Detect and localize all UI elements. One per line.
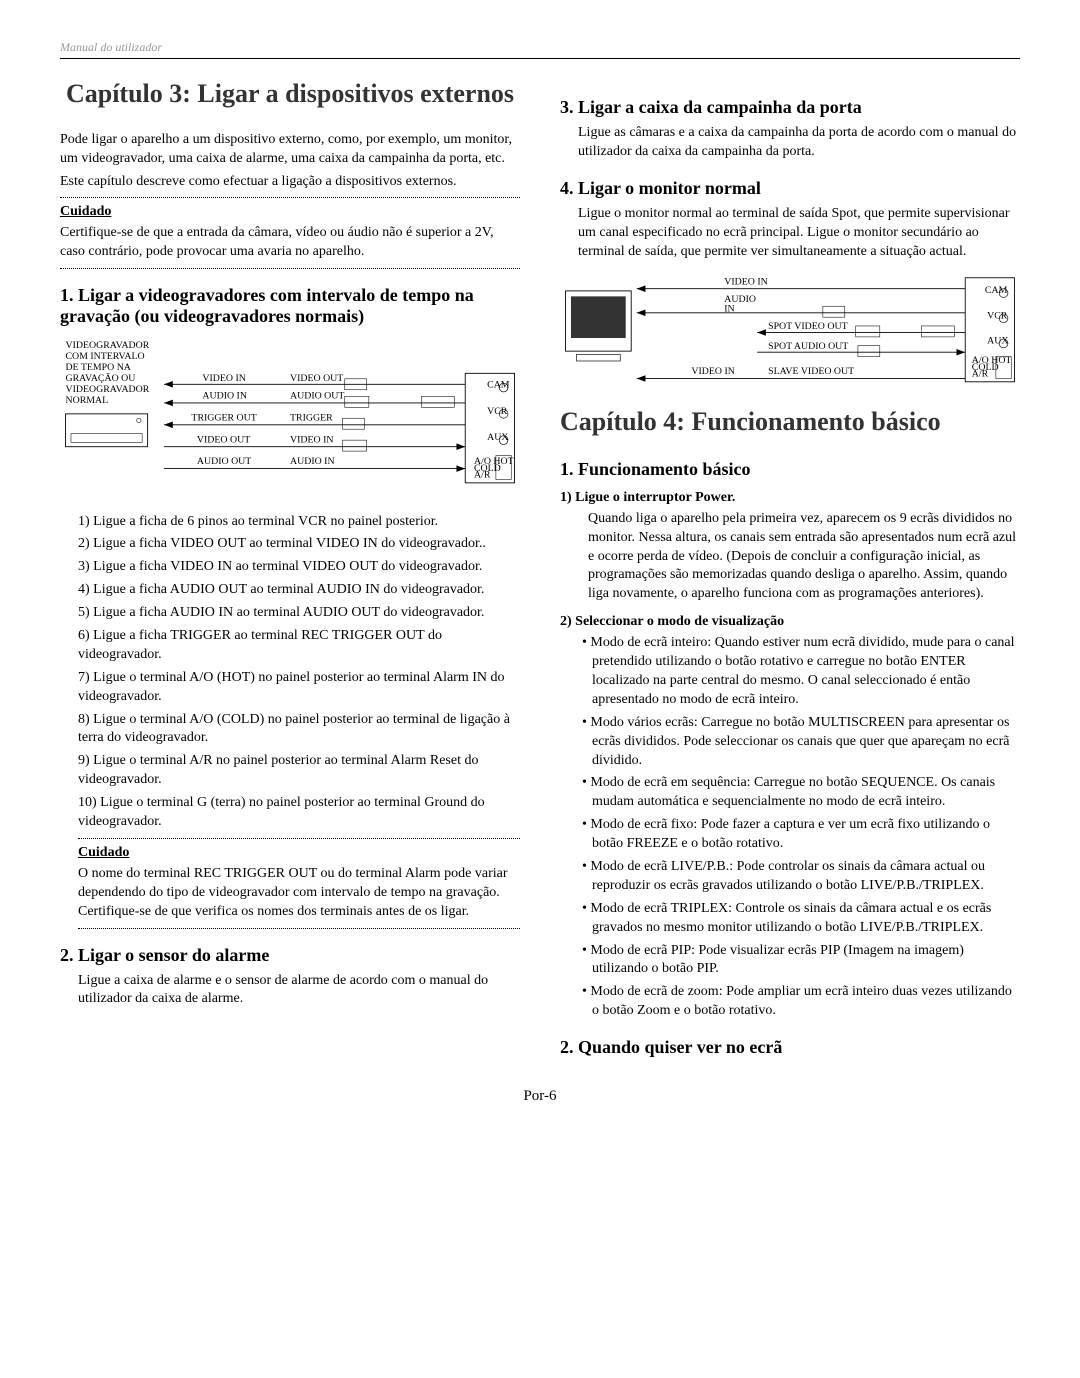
audio-in-label: AUDIOIN: [724, 294, 756, 315]
power-sub-label: 1) Ligue o interruptor Power.: [560, 490, 1020, 506]
bullet-text: Modo de ecrã fixo: Pode fazer a captura …: [590, 817, 990, 851]
list-item: 1) Ligue a ficha de 6 pinos ao terminal …: [78, 513, 520, 532]
caution-text-1: Certifique-se de que a entrada da câmara…: [60, 224, 520, 262]
step-text: Ligue a ficha VIDEO OUT ao terminal VIDE…: [93, 536, 486, 551]
header-rule: Manual do utilizador: [60, 40, 1020, 59]
right-column: 3. Ligar a caixa da campainha da porta L…: [560, 67, 1020, 1064]
right-section-1-title: 1. Funcionamento básico: [560, 459, 1020, 480]
page-number: Por-6: [60, 1088, 1020, 1105]
bullet-text: Modo de ecrã inteiro: Quando estiver num…: [590, 635, 1014, 707]
video-in2-label: VIDEO IN: [290, 435, 333, 446]
bullet-text: Modo de ecrã de zoom: Pode ampliar um ec…: [590, 984, 1011, 1018]
section-4-title: 4. Ligar o monitor normal: [560, 178, 1020, 199]
video-in-label: VIDEO IN: [202, 373, 245, 384]
right-section-2-title: 2. Quando quiser ver no ecrã: [560, 1037, 1020, 1058]
intro-paragraph-2: Este capítulo descreve como efectuar a l…: [60, 173, 520, 192]
dotted-rule: [60, 197, 520, 198]
content-columns: Capítulo 3: Ligar a dispositivos externo…: [60, 67, 1020, 1064]
diagram-svg: VIDEOGRAVADORCOM INTERVALODE TEMPO NAGRA…: [60, 335, 520, 499]
viewmode-bullets: • Modo de ecrã inteiro: Quando estiver n…: [582, 634, 1020, 1021]
list-item: 9) Ligue o terminal A/R no painel poster…: [78, 752, 520, 790]
step-text: Ligue o terminal G (terra) no painel pos…: [78, 795, 485, 829]
trigger-out-label: TRIGGER OUT: [191, 413, 256, 424]
bullet-text: Modo de ecrã TRIPLEX: Controle os sinais…: [590, 901, 991, 935]
video-in-top-label: VIDEO IN: [724, 277, 767, 288]
bullet-item: • Modo de ecrã LIVE/P.B.: Pode controlar…: [582, 858, 1020, 896]
viewmode-sub-label: 2) Seleccionar o modo de visualização: [560, 614, 1020, 630]
section-1-title: 1. Ligar a videogravadores com intervalo…: [60, 285, 520, 327]
left-column: Capítulo 3: Ligar a dispositivos externo…: [60, 67, 520, 1064]
bullet-item: • Modo vários ecrãs: Carregue no botão M…: [582, 714, 1020, 771]
bullet-item: • Modo de ecrã inteiro: Quando estiver n…: [582, 634, 1020, 710]
spot-audio-out-label: SPOT AUDIO OUT: [768, 341, 848, 352]
step-text: Ligue o terminal A/O (HOT) no painel pos…: [78, 670, 505, 704]
list-item: 2) Ligue a ficha VIDEO OUT ao terminal V…: [78, 535, 520, 554]
intro-paragraph-1: Pode ligar o aparelho a um dispositivo e…: [60, 131, 520, 169]
diagram-svg-2: CAM VCR AUX A/O HOT COLD A/R VIDEO IN AU…: [560, 269, 1020, 389]
bullet-text: Modo de ecrã LIVE/P.B.: Pode controlar o…: [590, 859, 985, 893]
svg-text:AUX: AUX: [987, 336, 1008, 347]
caution-text-2: O nome do terminal REC TRIGGER OUT ou do…: [78, 865, 520, 922]
svg-text:A/R: A/R: [972, 369, 989, 380]
vcr-device-label: VIDEOGRAVADORCOM INTERVALODE TEMPO NAGRA…: [65, 340, 149, 406]
svg-text:AUX: AUX: [487, 432, 508, 443]
audio-out-label: AUDIO OUT: [290, 391, 344, 402]
caution-label-2: Cuidado: [78, 845, 129, 860]
list-item: 3) Ligue a ficha VIDEO IN ao terminal VI…: [78, 558, 520, 577]
list-item: 7) Ligue o terminal A/O (HOT) no painel …: [78, 669, 520, 707]
audio-in-label: AUDIO IN: [202, 391, 247, 402]
section-2-title: 2. Ligar o sensor do alarme: [60, 945, 520, 966]
connection-rows: VIDEO IN VIDEO OUT AUDIO IN AUDIO OUT TR…: [164, 373, 465, 472]
caution-label-1: Cuidado: [60, 204, 111, 219]
vcr-connection-diagram: VIDEOGRAVADORCOM INTERVALODE TEMPO NAGRA…: [60, 335, 520, 504]
svg-text:CAM: CAM: [487, 380, 510, 391]
dotted-rule: [78, 928, 520, 929]
bullet-item: • Modo de ecrã em sequência: Carregue no…: [582, 774, 1020, 812]
bullet-text: Modo de ecrã PIP: Pode visualizar ecrãs …: [590, 943, 963, 977]
step-text: Ligue a ficha AUDIO OUT ao terminal AUDI…: [93, 582, 484, 597]
header-label: Manual do utilizador: [60, 40, 162, 54]
list-item: 10) Ligue o terminal G (terra) no painel…: [78, 794, 520, 832]
video-in-bottom-label: VIDEO IN: [691, 367, 734, 378]
svg-text:A/R: A/R: [474, 470, 491, 481]
section-3-title: 3. Ligar a caixa da campainha da porta: [560, 97, 1020, 118]
bullet-text: Modo de ecrã em sequência: Carregue no b…: [590, 775, 995, 809]
audio-in2-label: AUDIO IN: [290, 456, 335, 467]
svg-text:VCR: VCR: [987, 311, 1008, 322]
list-item: 4) Ligue a ficha AUDIO OUT ao terminal A…: [78, 581, 520, 600]
bullet-item: • Modo de ecrã TRIPLEX: Controle os sina…: [582, 900, 1020, 938]
power-sub-text: Quando liga o aparelho pela primeira vez…: [588, 510, 1020, 604]
svg-text:CAM: CAM: [985, 286, 1008, 297]
list-item: 8) Ligue o terminal A/O (COLD) no painel…: [78, 711, 520, 749]
chapter-4-title: Capítulo 4: Funcionamento básico: [560, 405, 1020, 439]
list-item: 6) Ligue a ficha TRIGGER ao terminal REC…: [78, 627, 520, 665]
dotted-rule: [60, 268, 520, 269]
step-text: Ligue a ficha VIDEO IN ao terminal VIDEO…: [93, 559, 482, 574]
step-text: Ligue o terminal A/R no painel posterior…: [78, 753, 478, 787]
video-out2-label: VIDEO OUT: [197, 435, 250, 446]
dotted-rule: [78, 838, 520, 839]
trigger-label: TRIGGER: [290, 413, 333, 424]
bullet-item: • Modo de ecrã fixo: Pode fazer a captur…: [582, 816, 1020, 854]
svg-text:VCR: VCR: [487, 406, 508, 417]
video-out-label: VIDEO OUT: [290, 373, 343, 384]
step-text: Ligue a ficha de 6 pinos ao terminal VCR…: [93, 514, 438, 529]
section-2-text: Ligue a caixa de alarme e o sensor de al…: [78, 972, 520, 1010]
chapter-3-title: Capítulo 3: Ligar a dispositivos externo…: [60, 77, 520, 111]
section-3-text: Ligue as câmaras e a caixa da campainha …: [578, 124, 1020, 162]
bullet-text: Modo vários ecrãs: Carregue no botão MUL…: [590, 715, 1009, 768]
bullet-item: • Modo de ecrã PIP: Pode visualizar ecrã…: [582, 942, 1020, 980]
list-item: 5) Ligue a ficha AUDIO IN ao terminal AU…: [78, 604, 520, 623]
audio-out2-label: AUDIO OUT: [197, 456, 251, 467]
section-4-text: Ligue o monitor normal ao terminal de sa…: [578, 205, 1020, 262]
step-text: Ligue o terminal A/O (COLD) no painel po…: [78, 712, 510, 746]
monitor-connection-diagram: CAM VCR AUX A/O HOT COLD A/R VIDEO IN AU…: [560, 269, 1020, 394]
slave-video-out-label: SLAVE VIDEO OUT: [768, 367, 854, 378]
bullet-item: • Modo de ecrã de zoom: Pode ampliar um …: [582, 983, 1020, 1021]
step-text: Ligue a ficha TRIGGER ao terminal REC TR…: [78, 628, 442, 662]
step-list: 1) Ligue a ficha de 6 pinos ao terminal …: [78, 513, 520, 832]
vcr-box: [65, 414, 147, 447]
step-text: Ligue a ficha AUDIO IN ao terminal AUDIO…: [93, 605, 484, 620]
spot-video-out-label: SPOT VIDEO OUT: [768, 322, 848, 333]
